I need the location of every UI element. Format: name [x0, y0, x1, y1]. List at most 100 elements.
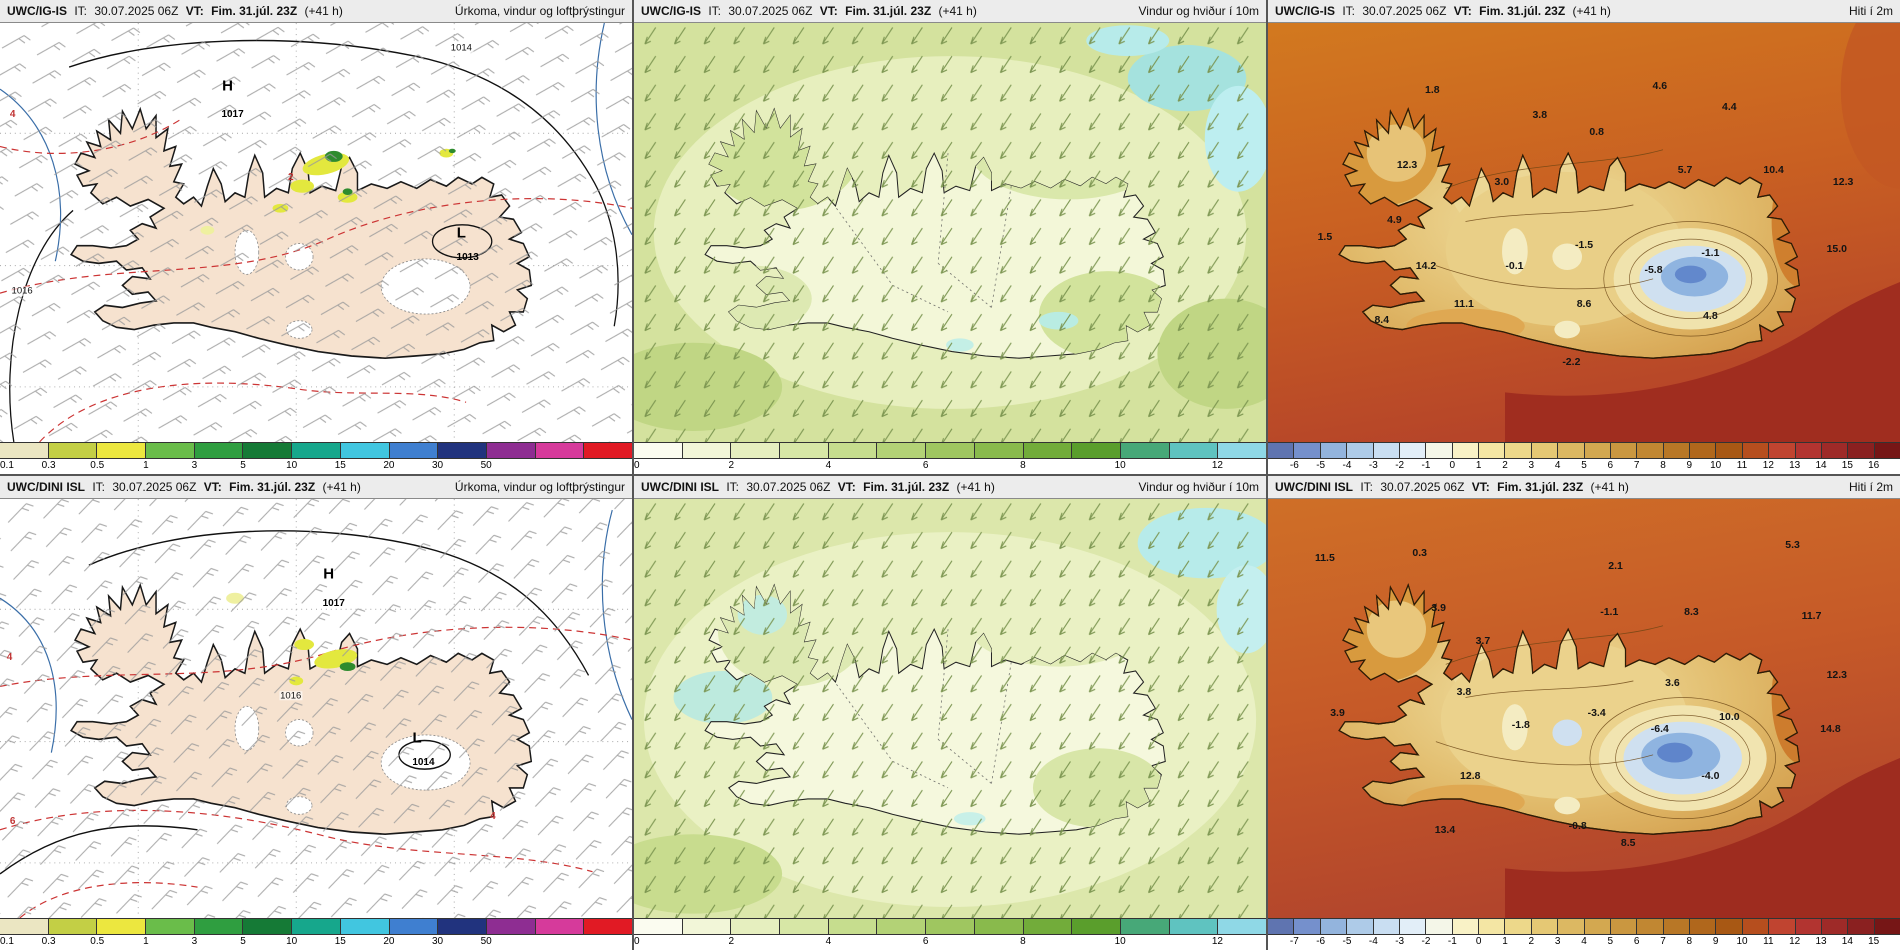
colorbar-segment	[1558, 443, 1585, 458]
temp-value-label: 15.0	[1826, 243, 1848, 255]
colorbar-tick: 16	[1868, 460, 1880, 471]
colorbar-segment	[926, 919, 975, 934]
colorbar-tick: 0.5	[90, 460, 105, 471]
init-time: 30.07.2025 06Z	[94, 4, 179, 18]
colorbar-segment	[146, 919, 195, 934]
temp-value-label: 4.4	[1722, 100, 1737, 113]
temp-value-label: 3.6	[1665, 677, 1680, 690]
temp-value-label: -6.4	[1650, 723, 1669, 736]
temp-value-label: 5.3	[1785, 538, 1800, 551]
colorbar-segment	[194, 919, 244, 934]
temp-value-label: 14.2	[1415, 259, 1437, 272]
colorbar-tick: 1	[1502, 936, 1508, 947]
map-temp-igis[interactable]: 1.8 3.8 4.6 4.4 0.8 12.3 3.0 5.7 10.4 12.3 4.9 1.5 -…	[1268, 23, 1900, 442]
model-name: UWC/IG-IS	[7, 4, 67, 18]
valid-time: Fim. 31.júl. 23Z	[1497, 480, 1584, 494]
colorbar-segment	[340, 443, 390, 458]
colorbar-segment	[340, 919, 390, 934]
init-time: 30.07.2025 06Z	[1380, 480, 1465, 494]
colorbar-tick: -1	[1447, 936, 1457, 947]
colorbar-tick: 12	[1789, 936, 1801, 947]
colorbar-tick: -4	[1342, 460, 1352, 471]
colorbar-segment	[389, 443, 439, 458]
temp-value-label: 8.4	[1374, 314, 1390, 327]
colorbar-segment	[1347, 443, 1374, 458]
init-label: IT:	[1360, 480, 1374, 494]
valid-time: Fim. 31.júl. 23Z	[211, 4, 298, 18]
colorbar-wind: 0 2 4 6 8 10 12	[634, 442, 1266, 474]
wind-map-art	[634, 23, 1266, 442]
map-wind-igis[interactable]	[634, 23, 1266, 442]
colorbar-segment	[1268, 919, 1295, 934]
colorbar-tick: 2	[1528, 936, 1535, 947]
panel-wind-igis: UWC/IG-IS IT: 30.07.2025 06Z VT: Fim. 31…	[634, 0, 1266, 474]
colorbar-tick: 0.1	[0, 460, 14, 471]
colorbar-tick: 4	[1581, 936, 1587, 947]
colorbar-tick: 14	[1841, 936, 1853, 947]
colorbar-segment	[1795, 443, 1822, 458]
colorbar-segment	[243, 919, 293, 934]
lead-time: (+41 h)	[938, 4, 977, 18]
colorbar-tick: -6	[1289, 460, 1299, 471]
panel-precip-igis: UWC/IG-IS IT: 30.07.2025 06Z VT: Fim. 31…	[0, 0, 632, 474]
colorbar-tick: 9	[1712, 936, 1719, 947]
temp-value-label: -0.1	[1505, 259, 1524, 272]
colorbar-segment	[1531, 443, 1559, 458]
temp-value-label: 12.8	[1460, 769, 1481, 782]
parameter-label: Hiti í 2m	[1848, 4, 1893, 18]
map-wind-dini[interactable]	[634, 499, 1266, 918]
map-temp-dini[interactable]: 11.5 0.3 2.1 5.3 3.9 -1.1 8.3 11.7 3.7 3.8 3.6 12.3…	[1268, 499, 1900, 918]
valid-label: VT:	[1453, 4, 1472, 18]
colorbar-tick: 5	[1607, 936, 1614, 947]
colorbar-segment	[780, 919, 829, 934]
colorbar-segment	[1373, 919, 1400, 934]
panel-wind-dini: UWC/DINI ISL IT: 30.07.2025 06Z VT: Fim.…	[634, 476, 1266, 950]
colorbar-segment	[682, 443, 732, 458]
model-name: UWC/IG-IS	[1275, 4, 1335, 18]
colorbar-tick: 1	[1475, 460, 1482, 471]
colorbar-segment	[584, 443, 632, 458]
colorbar-segment	[1479, 443, 1506, 458]
temp-value-label: 4.9	[1387, 213, 1402, 226]
temp-value-label: 4.6	[1652, 79, 1668, 92]
colorbar-segment	[1120, 919, 1170, 934]
colorbar-segment	[1072, 919, 1121, 934]
isobar-label: 1016	[279, 690, 303, 702]
pressure-center-label: L	[456, 224, 466, 241]
colorbar-tick: 5	[1581, 460, 1587, 471]
colorbar-tick: 0	[1475, 936, 1482, 947]
colorbar-segment	[486, 443, 536, 458]
temp-value-label: 3.9	[1330, 706, 1345, 719]
colorbar-segment	[877, 919, 927, 934]
colorbar-tick: -3	[1395, 936, 1405, 947]
colorbar-tick: 10	[286, 936, 298, 947]
init-time: 30.07.2025 06Z	[1362, 4, 1447, 18]
map-precip-igis[interactable]: H 1017 L 1013 1016 1014 2 4	[0, 23, 632, 442]
colorbar-segment	[535, 919, 585, 934]
colorbar-tick: 12	[1211, 936, 1223, 947]
panel-temp-igis: UWC/IG-IS IT: 30.07.2025 06Z VT: Fim. 31…	[1268, 0, 1900, 474]
temp-value-label: -0.8	[1568, 819, 1587, 832]
colorbar-segment	[1294, 919, 1321, 934]
colorbar-tick: 10	[286, 460, 298, 471]
colorbar-tick: 6	[922, 936, 929, 947]
temp-value-label: 1.5	[1317, 230, 1333, 243]
red-isoline-label: 4	[490, 811, 496, 823]
map-precip-dini[interactable]: H 1017 L 1014 1016 6 4 4	[0, 499, 632, 918]
temp-value-label: 8.5	[1620, 836, 1636, 849]
colorbar-tick: 15	[1868, 936, 1880, 947]
valid-label: VT:	[203, 480, 222, 494]
colorbar-segment	[634, 919, 683, 934]
colorbar-tick: 1	[143, 936, 149, 947]
temp-value-label: -1.8	[1511, 719, 1530, 731]
colorbar-segment	[828, 443, 878, 458]
isobar-label: 1014	[449, 42, 473, 54]
colorbar-segment	[1769, 919, 1796, 934]
colorbar-segment	[1320, 443, 1348, 458]
colorbar-segment	[292, 443, 341, 458]
temp-value-label: -4.0	[1701, 769, 1720, 782]
colorbar-segment	[1821, 919, 1849, 934]
model-run-info: UWC/DINI ISL IT: 30.07.2025 06Z VT: Fim.…	[641, 480, 999, 494]
colorbar-segment	[1399, 443, 1427, 458]
panel-header: UWC/DINI ISL IT: 30.07.2025 06Z VT: Fim.…	[634, 476, 1266, 499]
